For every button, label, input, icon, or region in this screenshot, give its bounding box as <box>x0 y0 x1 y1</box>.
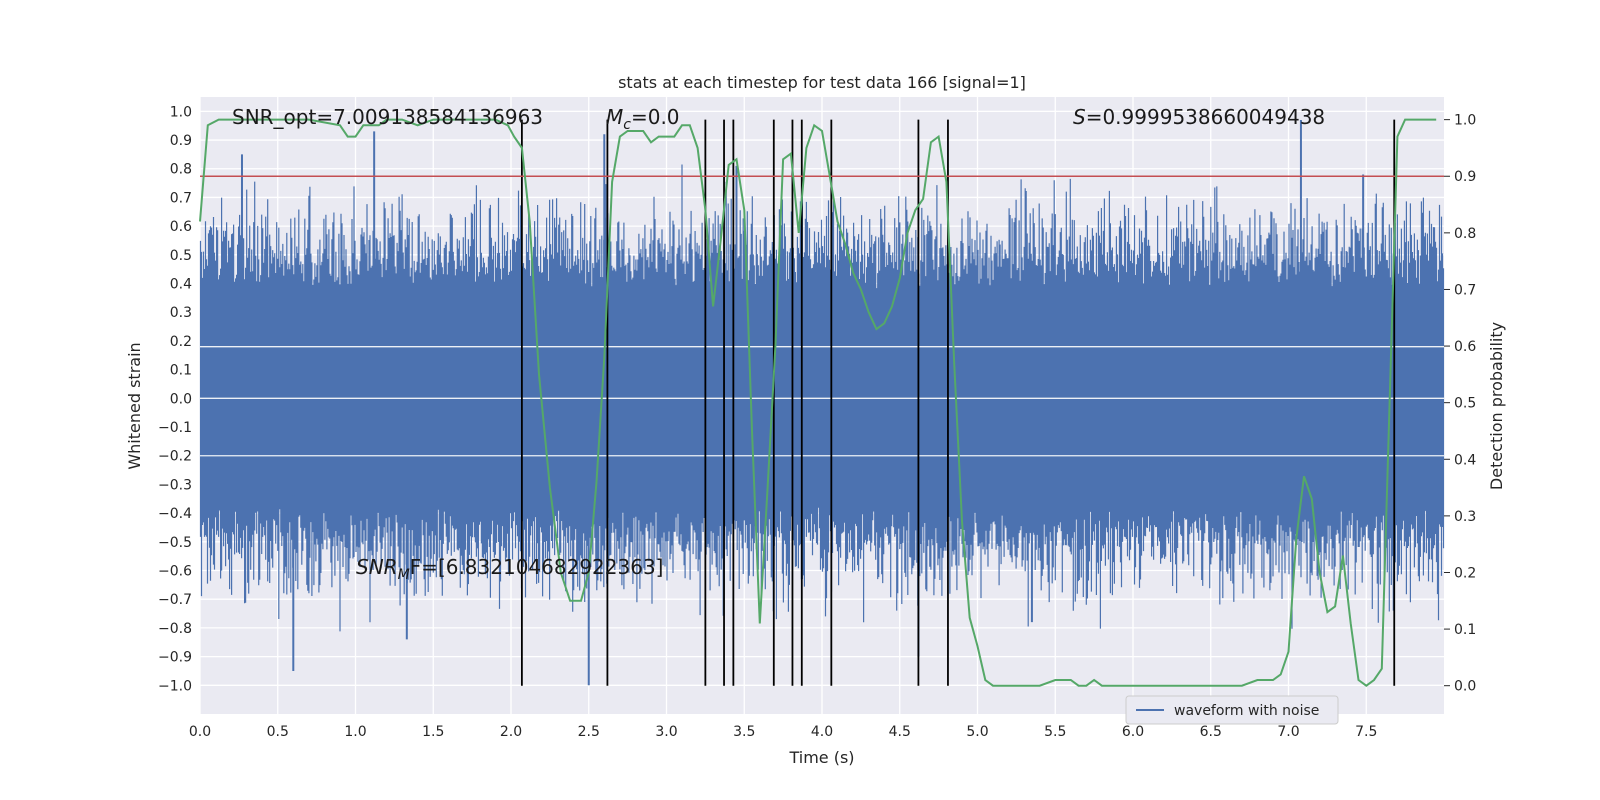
y-tick-label-left: 0.1 <box>170 363 192 379</box>
chart-title: stats at each timestep for test data 166… <box>618 73 1026 92</box>
snr-mf-symbol: SNR <box>356 555 398 579</box>
y-tick-label-left: −0.7 <box>158 592 192 608</box>
snr-mf-subscript: M <box>398 567 410 583</box>
y-tick-label-left: −0.2 <box>158 449 192 465</box>
detection-probability-line <box>199 118 1437 687</box>
y-tick-label-left: 0.5 <box>170 248 192 264</box>
snr-mf-annotation: SNRMF=[6.832104682922363] <box>356 555 663 583</box>
waveform-noise <box>199 119 1445 686</box>
x-tick-label: 4.0 <box>811 724 833 740</box>
y-tick-label-right: 0.4 <box>1454 452 1476 468</box>
y-tick-label-left: 0.9 <box>170 133 192 149</box>
y-tick-label-left: −0.6 <box>158 564 192 580</box>
y-tick-label-left: −0.4 <box>158 506 192 522</box>
y-tick-label-left: 0.0 <box>170 391 192 407</box>
x-tick-label: 2.0 <box>500 724 522 740</box>
snr-mf-value: F=[6.832104682922363] <box>410 555 664 579</box>
y-axis-label-right: Detection probability <box>1487 322 1506 490</box>
legend: waveform with noise <box>1125 695 1339 725</box>
y-tick-label-right: 1.0 <box>1454 113 1476 129</box>
mc-symbol: M <box>606 105 623 129</box>
y-tick-label-right: 0.0 <box>1454 679 1476 695</box>
y-tick-label-left: −0.9 <box>158 650 192 666</box>
y-tick-label-right: 0.2 <box>1454 565 1476 581</box>
x-tick-label: 1.5 <box>422 724 444 740</box>
x-tick-label: 6.5 <box>1200 724 1222 740</box>
x-axis-label: Time (s) <box>788 748 854 767</box>
y-tick-label-left: −0.5 <box>158 535 192 551</box>
y-tick-label-left: 1.0 <box>170 104 192 120</box>
x-tick-label: 0.0 <box>189 724 211 740</box>
y-tick-label-left: 0.6 <box>170 219 192 235</box>
y-tick-label-right: 0.3 <box>1454 509 1476 525</box>
x-tick-label: 7.0 <box>1277 724 1299 740</box>
y-tick-label-right: 0.7 <box>1454 282 1476 298</box>
s-symbol: S <box>1073 105 1086 129</box>
y-tick-label-left: −0.1 <box>158 420 192 436</box>
y-tick-label-left: −0.3 <box>158 477 192 493</box>
legend-box <box>1125 695 1339 725</box>
y-tick-label-left: 0.7 <box>170 190 192 206</box>
x-tick-label: 5.0 <box>966 724 988 740</box>
y-tick-label-right: 0.1 <box>1454 622 1476 638</box>
x-tick-label: 3.5 <box>733 724 755 740</box>
x-tick-label: 6.0 <box>1122 724 1144 740</box>
y-tick-label-right: 0.6 <box>1454 339 1476 355</box>
mc-annotation: Mc=0.0 <box>606 105 680 133</box>
x-tick-label: 4.5 <box>889 724 911 740</box>
x-tick-label: 3.0 <box>655 724 677 740</box>
y-tick-label-right: 0.8 <box>1454 226 1476 242</box>
legend-label: waveform with noise <box>1174 703 1319 719</box>
x-ticks: 0.0 0.5 1.0 1.5 2.0 2.5 3.0 3.5 4.0 4.5 5.0 5.5 6.0 6… <box>189 724 1378 740</box>
y-ticks-left: 1.0 0.9 0.8 0.7 0.6 0.5 0.4 0.3 0.2 0.1 0.0 −0.1 −0.… <box>158 104 192 694</box>
y-tick-label-left: −0.8 <box>158 621 192 637</box>
y-axis-label-left: Whitened strain <box>125 342 144 469</box>
x-tick-label: 5.5 <box>1044 724 1066 740</box>
snr-opt-annotation: SNR_opt=7.009138584136963 <box>232 105 543 129</box>
y-tick-label-right: 0.5 <box>1454 396 1476 412</box>
x-tick-label: 2.5 <box>578 724 600 740</box>
x-tick-label: 0.5 <box>267 724 289 740</box>
s-value: =0.9999538660049438 <box>1086 105 1325 129</box>
y-tick-label-left: 0.4 <box>170 277 192 293</box>
mc-subscript: c <box>623 117 631 133</box>
y-tick-label-left: 0.8 <box>170 162 192 178</box>
x-tick-label: 1.0 <box>344 724 366 740</box>
y-tick-label-left: 0.2 <box>170 334 192 350</box>
y-tick-label-right: 0.9 <box>1454 169 1476 185</box>
y-tick-label-left: −1.0 <box>158 678 192 694</box>
y-tick-label-left: 0.3 <box>170 305 192 321</box>
y-ticks-right: 1.0 0.9 0.8 0.7 0.6 0.5 0.4 0.3 0.2 0.1 0.0 <box>1444 113 1476 695</box>
mc-value: =0.0 <box>631 105 680 129</box>
s-annotation: S=0.9999538660049438 <box>1073 105 1325 129</box>
x-tick-label: 7.5 <box>1355 724 1377 740</box>
